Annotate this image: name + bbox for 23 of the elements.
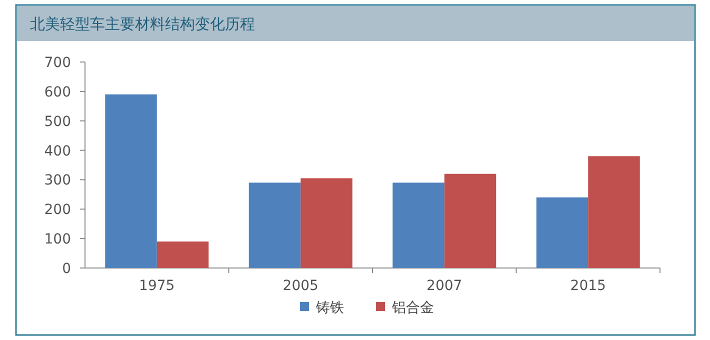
bar	[248, 182, 301, 268]
x-tick-label: 2005	[282, 278, 318, 294]
legend-label: 铸铁	[315, 300, 344, 316]
x-tick-label: 2015	[570, 278, 606, 294]
y-tick-label: 200	[44, 202, 71, 218]
bar	[444, 174, 496, 268]
bar	[392, 182, 444, 268]
y-tick-label: 600	[44, 84, 71, 100]
bar	[300, 178, 352, 268]
legend-label: 铝合金	[391, 300, 434, 316]
y-tick-label: 300	[44, 172, 71, 189]
x-tick-label: 1975	[139, 278, 175, 294]
bar	[105, 94, 157, 268]
y-tick-label: 400	[44, 143, 71, 160]
y-tick-label: 100	[44, 232, 71, 248]
bar	[588, 156, 640, 268]
y-tick-label: 0	[62, 261, 71, 277]
x-tick-label: 2007	[426, 278, 462, 294]
y-tick-label: 700	[44, 55, 71, 71]
bar	[156, 242, 209, 268]
y-tick-label: 500	[44, 114, 71, 130]
bar	[536, 197, 588, 268]
chart-title: 北美轻型车主要材料结构变化历程	[30, 15, 255, 33]
